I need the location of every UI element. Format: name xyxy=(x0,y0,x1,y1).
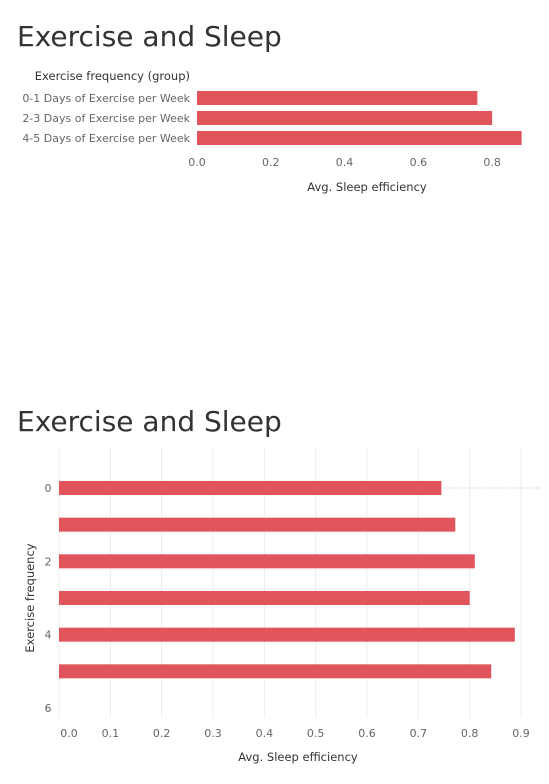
y-tick-label: 4 xyxy=(45,629,52,642)
y-tick-label: 0 xyxy=(45,482,52,495)
y-axis-title: Exercise frequency xyxy=(23,543,37,652)
bar xyxy=(59,481,442,495)
x-tick-label: 0.1 xyxy=(102,727,120,740)
chart-1: Exercise frequency (group) 0-1 Days of Ex… xyxy=(22,69,522,194)
x-tick-label: 0.8 xyxy=(483,156,501,169)
x-tick-label: 0.5 xyxy=(307,727,325,740)
y-axis-title: Exercise frequency (group) xyxy=(35,69,190,83)
bar xyxy=(59,664,492,679)
x-axis-title: Avg. Sleep efficiency xyxy=(307,180,427,194)
y-tick-label: 6 xyxy=(45,702,52,715)
x-tick-label: 0.4 xyxy=(256,727,274,740)
x-tick-label: 0.8 xyxy=(461,727,479,740)
bar xyxy=(197,131,522,145)
x-tick-label: 0.2 xyxy=(153,727,171,740)
category-label: 2-3 Days of Exercise per Week xyxy=(22,112,190,125)
x-tick-label: 0.9 xyxy=(512,727,530,740)
bar xyxy=(59,627,515,642)
chart-1-title: Exercise and Sleep xyxy=(17,20,282,53)
chart-2: 0 2 4 6 Exercise frequency 0.0 0.1 0.2 0.3 0.4 0.5… xyxy=(23,448,540,764)
bar xyxy=(59,554,475,569)
chart-2-title: Exercise and Sleep xyxy=(17,405,282,438)
bar xyxy=(59,517,456,532)
x-tick-label: 0.6 xyxy=(410,156,428,169)
y-tick-label: 2 xyxy=(45,555,52,568)
category-label: 0-1 Days of Exercise per Week xyxy=(22,92,190,105)
x-axis-title: Avg. Sleep efficiency xyxy=(238,750,358,764)
x-tick-label: 0.4 xyxy=(336,156,354,169)
x-tick-label: 0.0 xyxy=(60,727,78,740)
bar xyxy=(197,91,478,105)
x-tick-label: 0.7 xyxy=(410,727,428,740)
category-label: 4-5 Days of Exercise per Week xyxy=(22,132,190,145)
bar xyxy=(197,111,493,125)
bar xyxy=(59,591,470,605)
x-tick-label: 0.0 xyxy=(188,156,206,169)
x-tick-label: 0.2 xyxy=(262,156,280,169)
x-tick-label: 0.6 xyxy=(358,727,376,740)
x-tick-label: 0.3 xyxy=(204,727,222,740)
